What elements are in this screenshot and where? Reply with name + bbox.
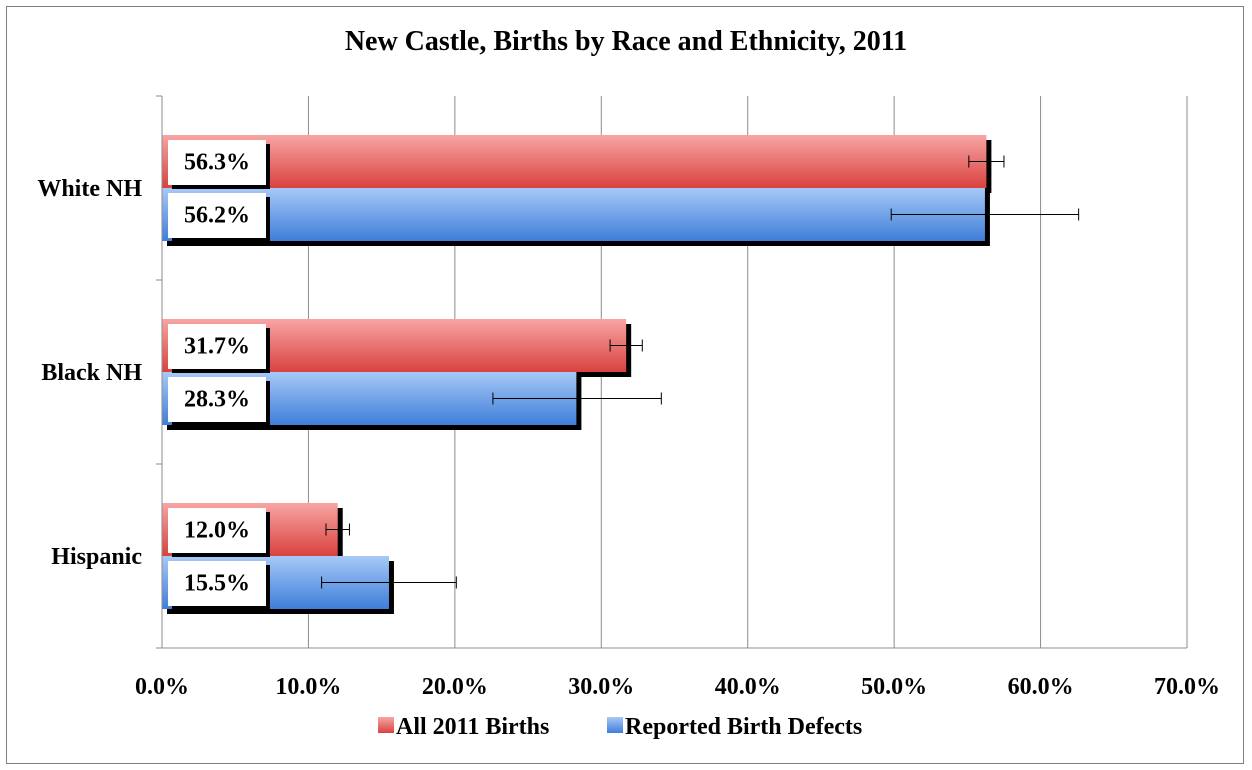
x-tick-label: 50.0% bbox=[861, 674, 927, 700]
legend-swatch bbox=[378, 717, 394, 733]
data-label: 56.3% bbox=[184, 150, 250, 176]
data-label-box bbox=[168, 140, 266, 185]
x-tick-label: 0.0% bbox=[135, 674, 189, 700]
legend-entry: Reported Birth Defects bbox=[625, 714, 862, 740]
x-tick-label: 10.0% bbox=[275, 674, 341, 700]
data-label: 12.0% bbox=[184, 518, 250, 544]
error-bars bbox=[321, 155, 1080, 589]
data-labels: 56.3% 56.2% 31.7% 28.3% 12.0% 15.5% bbox=[168, 140, 270, 610]
data-label-box bbox=[168, 508, 266, 553]
category-label: White NH bbox=[37, 176, 142, 202]
data-label-box bbox=[168, 324, 266, 369]
x-tick-label: 40.0% bbox=[715, 674, 781, 700]
bar bbox=[162, 135, 987, 188]
data-label-box bbox=[168, 193, 266, 238]
x-tick-label: 20.0% bbox=[422, 674, 488, 700]
category-label: Black NH bbox=[41, 360, 142, 386]
data-label: 31.7% bbox=[184, 334, 250, 360]
chart-title: New Castle, Births by Race and Ethnicity… bbox=[344, 26, 908, 57]
category-label: Hispanic bbox=[51, 544, 142, 570]
legend: All 2011 Births Reported Birth Defects bbox=[378, 714, 862, 740]
data-label: 28.3% bbox=[184, 387, 250, 413]
data-label: 56.2% bbox=[184, 203, 250, 229]
legend-swatch bbox=[607, 717, 623, 733]
data-label: 15.5% bbox=[184, 571, 250, 597]
x-tick-label: 70.0% bbox=[1154, 674, 1220, 700]
axes: 0.0% 10.0% 20.0% 30.0% 40.0% 50.0% 60.0% 70.0% W… bbox=[37, 95, 1220, 700]
legend-entry: All 2011 Births bbox=[396, 714, 549, 740]
bars bbox=[162, 135, 992, 614]
x-tick-label: 30.0% bbox=[568, 674, 634, 700]
x-tick-label: 60.0% bbox=[1008, 674, 1074, 700]
data-label-box bbox=[168, 377, 266, 422]
bar bbox=[162, 188, 985, 241]
data-label-box bbox=[168, 561, 266, 606]
